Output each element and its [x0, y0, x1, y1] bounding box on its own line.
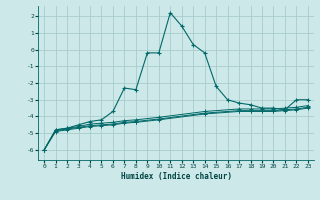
X-axis label: Humidex (Indice chaleur): Humidex (Indice chaleur)	[121, 172, 231, 181]
